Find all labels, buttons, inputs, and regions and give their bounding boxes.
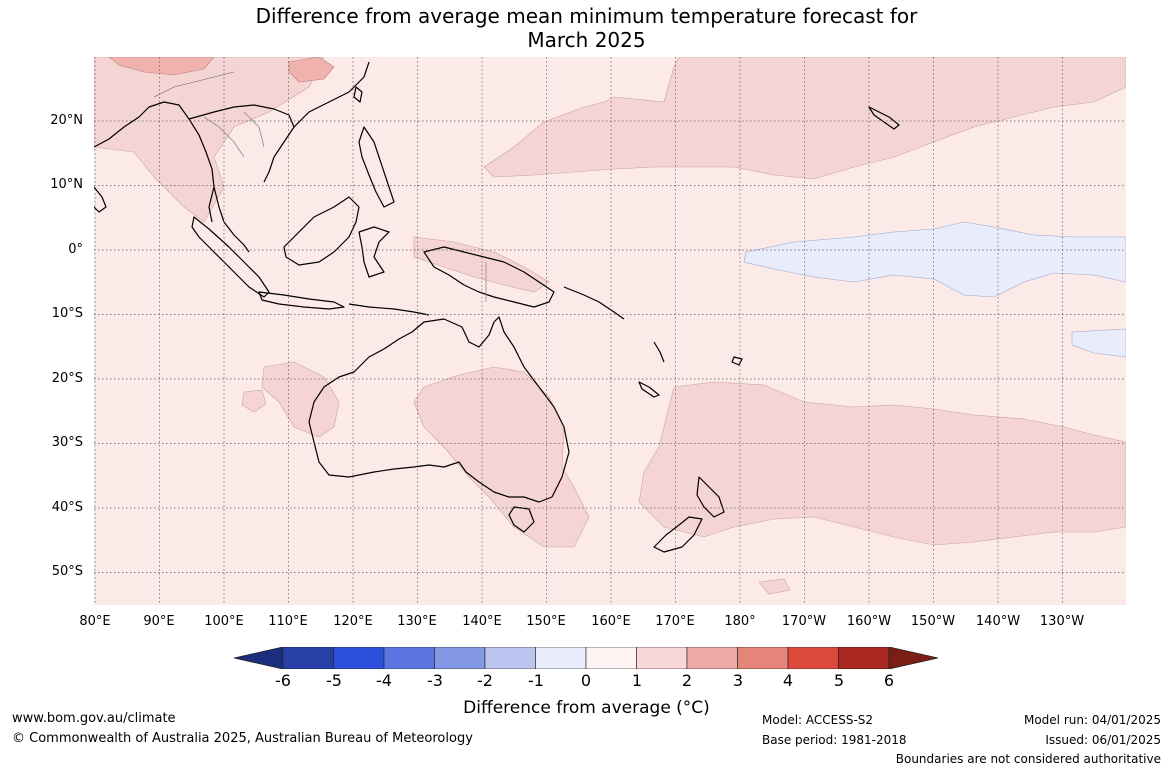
colorbar-over-arrow <box>888 647 938 669</box>
disclaimer-text: Boundaries are not considered authoritat… <box>895 752 1161 766</box>
anomaly-region-2-to-3 <box>108 57 335 83</box>
colorbar-tick: -4 <box>376 671 392 690</box>
colorbar-segment <box>484 647 536 669</box>
colorbar-tick: -5 <box>326 671 342 690</box>
lon-label: 170°E <box>655 614 695 629</box>
lon-label: 90°E <box>143 614 175 629</box>
anomaly-region-0-to-minus-1 <box>743 221 1126 358</box>
lat-label: 20°N <box>50 113 83 128</box>
colorbar-segment <box>636 647 688 669</box>
lat-label: 10°N <box>50 177 83 192</box>
lon-label: 170°W <box>781 614 827 629</box>
colorbar-tick: 1 <box>631 671 643 690</box>
colorbar-segment <box>383 647 435 669</box>
colorbar-segment <box>686 647 738 669</box>
lon-label: 110°E <box>268 614 308 629</box>
lon-label: 120°E <box>333 614 373 629</box>
lat-label: 50°S <box>51 564 83 579</box>
copyright-text: © Commonwealth of Australia 2025, Austra… <box>12 731 473 746</box>
colorbar-segment <box>838 647 890 669</box>
colorbar-tick: -3 <box>427 671 443 690</box>
colorbar-tick: 2 <box>681 671 693 690</box>
country-borders <box>153 71 487 302</box>
issued-text: Issued: 06/01/2025 <box>1045 733 1161 747</box>
colorbar-tick: 5 <box>833 671 845 690</box>
title-line-2: March 2025 <box>527 28 646 52</box>
colorbar-under-arrow <box>234 647 284 669</box>
lat-label: 20°S <box>51 371 83 386</box>
colorbar-segment <box>585 647 637 669</box>
colorbar-segment <box>282 647 334 669</box>
colorbar-label: Difference from average (°C) <box>463 698 710 718</box>
model-run-text: Model run: 04/01/2025 <box>1023 713 1161 727</box>
colorbar-tick: -2 <box>477 671 493 690</box>
title-line-1: Difference from average mean minimum tem… <box>255 4 918 28</box>
lon-label: 140°E <box>462 614 502 629</box>
colorbar-tick: 4 <box>782 671 794 690</box>
colorbar-tick: -6 <box>275 671 291 690</box>
lon-label: 160°W <box>846 614 892 629</box>
graticule <box>94 57 1126 605</box>
lon-label: 130°W <box>1039 614 1085 629</box>
lat-label: 10°S <box>51 306 83 321</box>
colorbar-tick: -1 <box>528 671 544 690</box>
website-link[interactable]: www.bom.gov.au/climate <box>12 711 176 726</box>
lat-label: 30°S <box>51 435 83 450</box>
lon-label: 150°W <box>910 614 956 629</box>
lon-label: 160°E <box>591 614 631 629</box>
model-text: Model: ACCESS-S2 <box>762 713 874 727</box>
colorbar-segment <box>333 647 385 669</box>
colorbar-tick: 0 <box>580 671 592 690</box>
colorbar-segment <box>737 647 789 669</box>
lon-label: 80°E <box>79 614 111 629</box>
colorbar-segment <box>535 647 587 669</box>
colorbar <box>234 647 938 669</box>
lon-label: 140°W <box>975 614 1021 629</box>
lat-label: 40°S <box>51 500 83 515</box>
colorbar-segment <box>787 647 839 669</box>
base-period-text: Base period: 1981-2018 <box>762 733 907 747</box>
colorbar-tick: 3 <box>732 671 744 690</box>
temperature-anomaly-map <box>94 57 1126 605</box>
anomaly-region-1-to-2 <box>94 57 1126 595</box>
lon-label: 150°E <box>526 614 566 629</box>
lon-label: 130°E <box>397 614 437 629</box>
lon-label: 100°E <box>204 614 244 629</box>
map-title: Difference from average mean minimum tem… <box>0 4 1173 52</box>
coastlines <box>94 61 900 553</box>
colorbar-tick: 6 <box>883 671 895 690</box>
lon-label: 180° <box>724 614 756 629</box>
colorbar-segment <box>434 647 486 669</box>
lat-label: 0° <box>68 242 83 257</box>
